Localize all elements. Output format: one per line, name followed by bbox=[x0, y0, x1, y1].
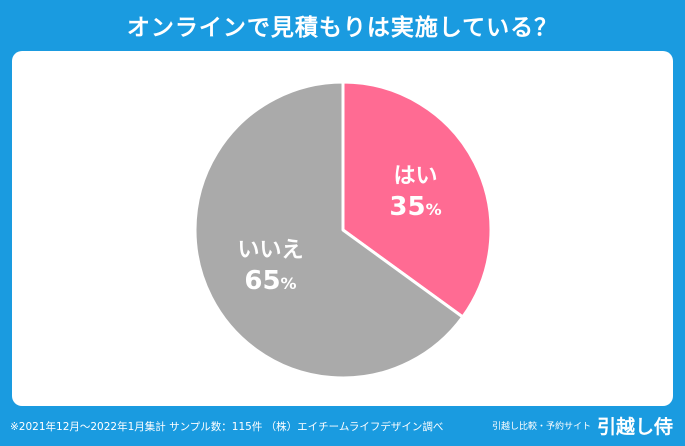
chart-title: オンラインで見積もりは実施している？ bbox=[126, 15, 559, 41]
brand-tagline: 引越し比較・予約サイト bbox=[491, 422, 591, 432]
brand-name: 引越し侍 bbox=[596, 416, 673, 438]
footer: ※2021年12月～2022年1月集計 サンプル数：115件 （株）エイチームラ… bbox=[0, 406, 685, 446]
pie-slice-1 bbox=[193, 80, 465, 380]
slice-label-1: いいえ bbox=[237, 238, 303, 263]
chart-card: はい 35% いいえ 65% bbox=[12, 51, 673, 406]
slice-value-0: 35% bbox=[389, 192, 441, 222]
survey-note: ※2021年12月～2022年1月集計 サンプル数：115件 （株）エイチームラ… bbox=[10, 421, 444, 433]
slice-value-1: 65% bbox=[244, 266, 296, 296]
title-bar: オンラインで見積もりは実施している？ bbox=[0, 0, 685, 50]
brand-logo: 引越し比較・予約サイト 引越し侍 bbox=[492, 412, 673, 439]
slice-label-0: はい bbox=[394, 164, 438, 189]
pie-slice-0 bbox=[341, 80, 493, 319]
pie-chart: はい 35% いいえ 65% bbox=[193, 80, 493, 380]
